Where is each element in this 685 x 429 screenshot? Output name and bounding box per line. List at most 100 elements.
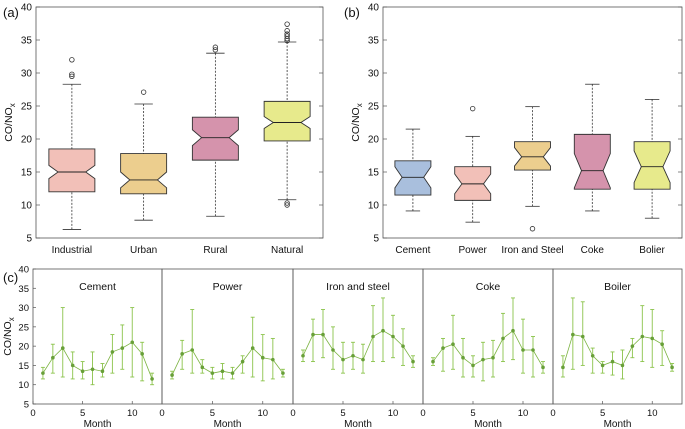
box-rural <box>191 116 239 161</box>
plot-frame <box>35 6 324 239</box>
data-point <box>391 334 395 339</box>
y-tick-label: 25 <box>21 102 33 113</box>
subplot-title: Power <box>213 281 243 293</box>
x-tick-label: 10 <box>127 408 138 419</box>
data-point <box>41 371 45 375</box>
boxplot-panel-a: 5 10 15 20 25 30 35 40 CO/NOx Industrial Urban Rura… <box>3 3 324 256</box>
x-tick-label: 10 <box>518 408 529 419</box>
x-tick-label: 10 <box>257 408 268 419</box>
data-point <box>401 344 405 348</box>
data-point <box>100 369 105 374</box>
subplot-title: Cement <box>79 281 116 293</box>
data-point <box>331 348 335 352</box>
x-tick-label: 0 <box>159 408 164 419</box>
y-axis-label: CO/NOx <box>2 317 16 355</box>
y-tick-label: 35 <box>21 36 33 47</box>
data-point <box>170 373 174 377</box>
data-point <box>210 371 215 375</box>
y-tick-label: 25 <box>368 102 380 113</box>
data-point <box>411 359 415 364</box>
data-point <box>281 371 285 375</box>
data-point <box>311 332 315 337</box>
data-point <box>630 344 635 348</box>
x-tick-label: 0 <box>30 408 35 419</box>
y-tick-label: 5 <box>24 400 29 411</box>
data-point <box>361 357 365 362</box>
series-line <box>171 347 284 376</box>
subplot-title: Iron and steel <box>326 281 390 293</box>
y-tick-label: 40 <box>21 3 33 14</box>
plot-frame <box>382 6 683 239</box>
x-tick-label: 5 <box>600 408 605 419</box>
data-point <box>511 328 515 333</box>
x-tick-label: 0 <box>290 408 295 419</box>
category-label: Iron and Steel <box>501 245 563 256</box>
x-tick-label: 0 <box>420 408 425 419</box>
y-axis-label-subscript: x <box>355 103 364 107</box>
x-tick-label: 5 <box>340 408 345 419</box>
data-point <box>521 348 525 352</box>
series-line <box>562 334 673 368</box>
y-tick-label: 10 <box>368 201 380 212</box>
outlier-point <box>69 57 75 63</box>
outlier-point <box>284 202 290 208</box>
data-point <box>531 348 535 352</box>
category-label: Bolier <box>639 245 665 256</box>
y-axis-label-subscript: x <box>7 317 16 321</box>
data-point <box>90 367 95 372</box>
data-point <box>481 357 485 362</box>
outlier-point <box>284 21 290 27</box>
y-tick-label: 20 <box>18 342 29 353</box>
data-point <box>80 369 85 374</box>
y-tick-label: 10 <box>18 380 29 391</box>
box-bolier <box>633 141 671 190</box>
y-tick-label: 35 <box>18 284 29 295</box>
data-point <box>441 346 445 350</box>
x-tick-label: 5 <box>80 408 85 419</box>
y-tick-label: 15 <box>18 361 29 372</box>
outlier-point <box>212 44 219 50</box>
x-tick-label: 5 <box>210 408 215 419</box>
box-iron-and-steel <box>514 141 551 171</box>
y-tick-label: 20 <box>21 135 33 146</box>
category-label: Urban <box>130 245 157 256</box>
data-point <box>610 359 615 364</box>
x-tick-label: 10 <box>647 408 658 419</box>
category-label: Cement <box>395 245 430 256</box>
series-line <box>302 330 414 362</box>
outlier-point <box>284 33 290 39</box>
category-label: Power <box>459 245 488 256</box>
box-natural <box>263 100 311 142</box>
outlier-point <box>69 73 75 79</box>
x-tick-label: 10 <box>388 408 399 419</box>
x-tick-label: 0 <box>550 408 555 419</box>
series-line <box>42 341 153 380</box>
data-point <box>670 365 674 370</box>
data-point <box>70 363 75 368</box>
y-tick-label: 15 <box>368 168 380 179</box>
panel-label-c: (c) <box>3 270 18 285</box>
data-point <box>321 332 325 337</box>
data-point <box>220 369 225 374</box>
data-point <box>260 355 265 360</box>
outlier-point <box>284 200 290 206</box>
panel-label-a: (a) <box>3 5 19 20</box>
data-point <box>541 365 545 370</box>
data-point <box>110 350 115 354</box>
data-point <box>501 336 505 341</box>
y-tick-label: 10 <box>21 201 33 212</box>
box-industrial <box>48 148 96 193</box>
box-urban <box>120 153 168 195</box>
data-point <box>371 334 375 339</box>
y-tick-label: 30 <box>18 303 29 314</box>
data-point <box>620 363 625 368</box>
data-point <box>120 346 125 350</box>
y-axis-label-subscript: x <box>8 103 17 107</box>
x-axis-label: Month <box>84 419 112 429</box>
data-point <box>600 363 605 368</box>
data-point <box>650 336 655 341</box>
y-tick-label: 30 <box>368 69 380 80</box>
x-axis-label: Month <box>604 419 632 429</box>
